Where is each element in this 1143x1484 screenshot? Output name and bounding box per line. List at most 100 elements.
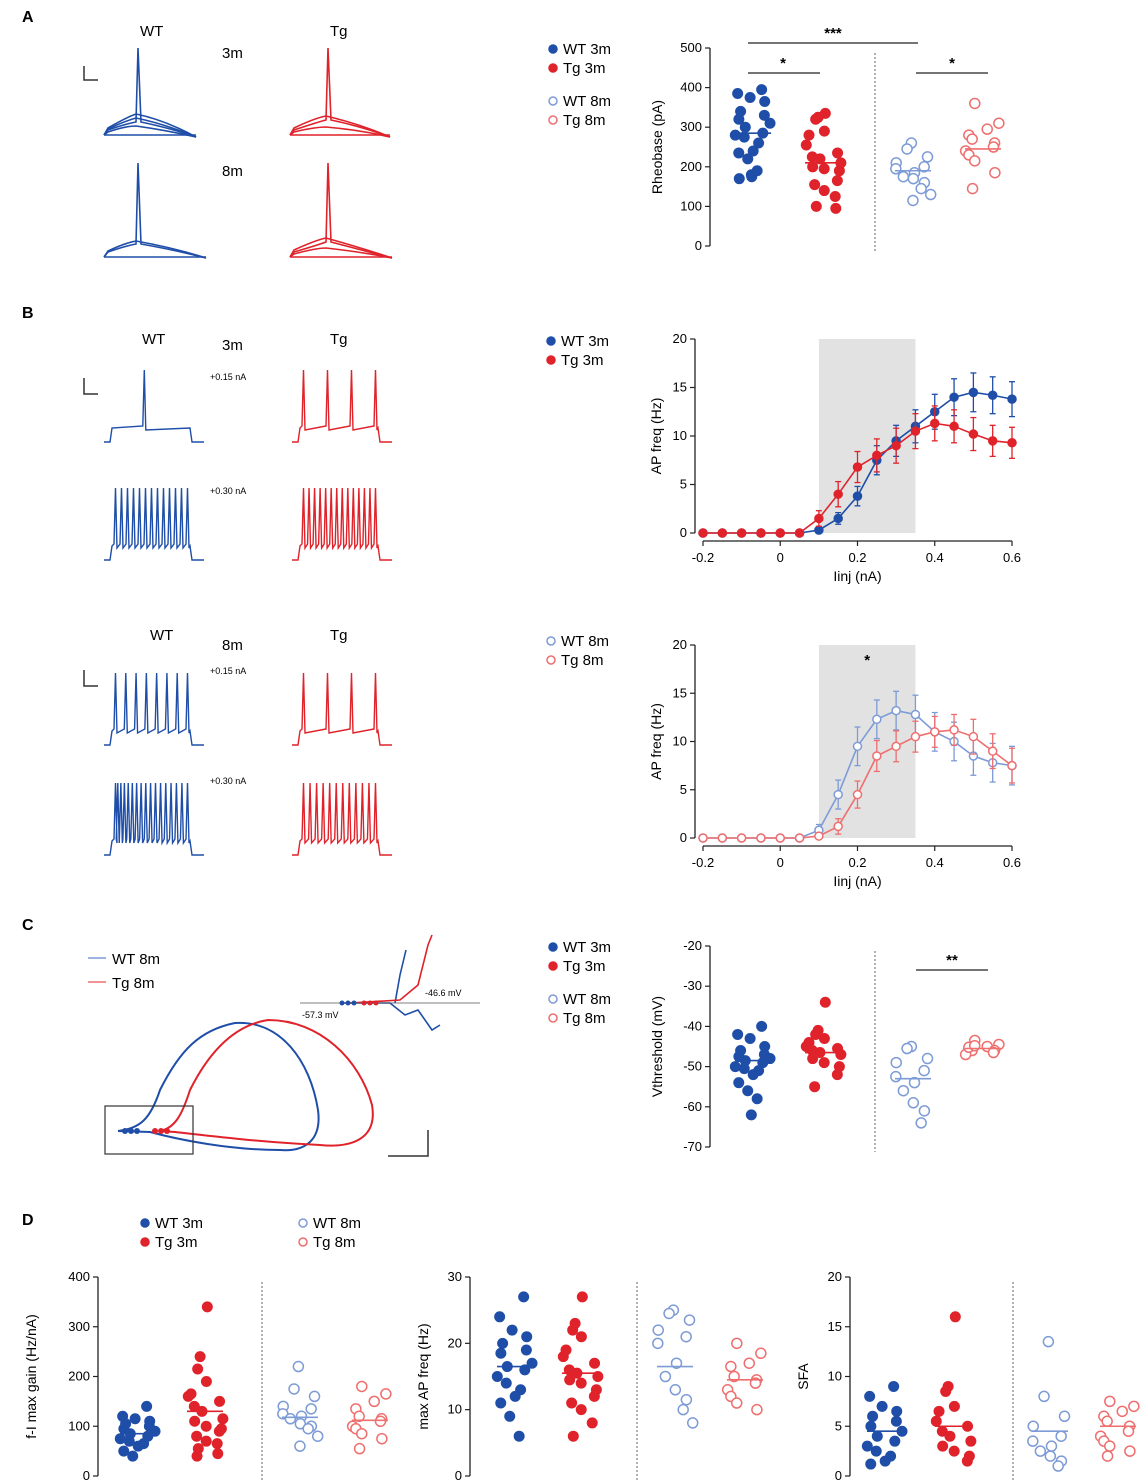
data-point: [1045, 1440, 1058, 1452]
data-point: [114, 1433, 126, 1445]
x-axis-label: Iinj (nA): [833, 873, 881, 889]
data-point: [495, 1397, 507, 1409]
data-point: [1007, 394, 1017, 404]
data-point: [1044, 1450, 1057, 1462]
trace-label-tg: Tg: [330, 331, 348, 348]
spike-trace: [104, 782, 204, 856]
data-point: [852, 789, 863, 800]
significance-marker: *: [864, 652, 870, 669]
series-WT-8m: [1027, 1335, 1071, 1472]
data-point: [736, 833, 747, 843]
data-point: [374, 1415, 387, 1428]
data-point: [1116, 1405, 1128, 1418]
data-point: [814, 831, 824, 841]
data-point: [807, 1053, 819, 1065]
series-Tg-8m: [959, 97, 1005, 195]
data-point: [749, 1377, 762, 1389]
legend: WT 8m Tg 8m: [546, 633, 609, 669]
legend-label: WT 8m: [313, 1215, 361, 1232]
data-point: [949, 1311, 961, 1323]
data-point: [800, 139, 812, 151]
legend: WT 8m Tg 8m: [298, 1215, 361, 1251]
y-axis-label: f-I max gain (Hz/nA): [23, 1314, 39, 1438]
series-WT-3m: [729, 84, 776, 185]
data-point: [965, 1435, 977, 1447]
x-tick-label: 0.4: [926, 855, 944, 870]
data-point: [733, 147, 745, 159]
data-point: [829, 191, 841, 202]
significance-marker: **: [946, 952, 958, 969]
data-point: [794, 528, 805, 538]
chart-B-fI-8m: 0 5 10 15 20 -0.2 0 0.2 0.4 0.6 Iinj (nA) AP freq (…: [648, 637, 1021, 889]
data-point: [891, 705, 901, 716]
data-point: [717, 833, 728, 843]
y-tick-label: 5: [835, 1418, 842, 1433]
data-point: [918, 1105, 931, 1117]
shaded-region: [818, 645, 916, 838]
data-point: [1034, 1445, 1047, 1457]
legend-label: Tg 3m: [563, 60, 606, 77]
data-point: [930, 1415, 942, 1427]
legend-marker: [548, 961, 558, 971]
data-point: [191, 1430, 203, 1442]
legend-marker: [140, 1218, 150, 1228]
data-point: [698, 833, 708, 843]
data-point: [831, 175, 843, 187]
data-point: [818, 185, 830, 197]
data-point: [809, 179, 821, 191]
data-point: [683, 1314, 696, 1326]
data-point: [993, 117, 1005, 129]
data-point: [871, 1430, 883, 1442]
voltage-label: -46.6 mV: [425, 988, 462, 998]
data-point: [495, 1347, 507, 1359]
data-point: [810, 200, 822, 212]
wt-phase-loop: [117, 1021, 320, 1152]
data-point: [192, 1363, 204, 1375]
data-point: [518, 1291, 530, 1303]
tg-8m-traces: [289, 162, 393, 259]
data-point: [910, 731, 921, 742]
series-Tg-8m: [1094, 1395, 1140, 1462]
data-point: [182, 1390, 194, 1402]
data-point: [355, 1427, 368, 1440]
data-point: [1101, 1450, 1114, 1462]
data-point: [897, 1084, 910, 1097]
data-point: [686, 1417, 699, 1429]
data-point: [733, 173, 745, 185]
data-point: [509, 1390, 521, 1402]
y-tick-label: 15: [673, 685, 687, 700]
data-point: [747, 1069, 759, 1081]
legend-marker: [548, 1013, 558, 1023]
y-tick-label: 0: [455, 1468, 462, 1483]
data-point: [879, 1455, 891, 1467]
data-point: [968, 387, 979, 398]
data-point: [933, 1405, 945, 1417]
data-point: [968, 155, 981, 167]
y-tick-label: 300: [680, 119, 702, 134]
y-tick-label: 400: [680, 80, 702, 95]
y-tick-label: 0: [835, 1468, 842, 1483]
series-WT-8m: [890, 1040, 934, 1129]
current-label: +0.15 nA: [210, 372, 246, 382]
legend-marker: [546, 655, 556, 665]
data-point: [588, 1390, 600, 1402]
data-point: [566, 1397, 578, 1409]
current-label: +0.30 nA: [210, 486, 246, 496]
data-point: [832, 147, 844, 159]
data-point: [194, 1351, 206, 1363]
data-point: [968, 731, 979, 742]
data-point: [819, 996, 831, 1008]
panel-label-c: C: [22, 917, 34, 934]
spike-trace: [292, 672, 392, 746]
data-point: [987, 436, 998, 446]
data-point: [865, 1458, 877, 1470]
data-point: [670, 1357, 683, 1369]
zoom-inset: [300, 934, 480, 1032]
data-point: [575, 1404, 587, 1416]
data-point: [729, 129, 741, 141]
legend-marker: [546, 636, 556, 646]
data-point: [497, 1337, 509, 1349]
data-point: [830, 202, 842, 214]
data-point: [353, 1442, 366, 1455]
legend-label: WT 3m: [155, 1215, 203, 1232]
